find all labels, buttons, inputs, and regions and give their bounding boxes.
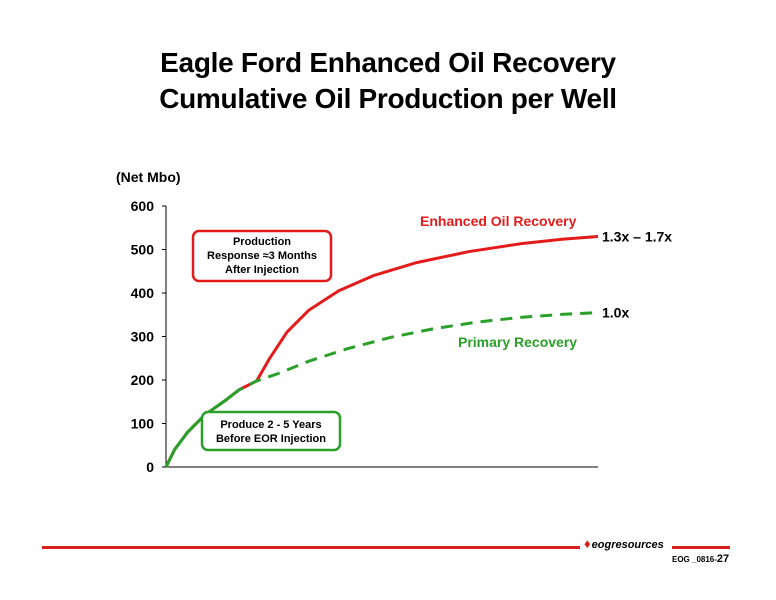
slide-code-text: EOG _0816- xyxy=(672,555,717,564)
y-tick-label: 200 xyxy=(131,372,155,388)
page-number: 27 xyxy=(716,553,730,565)
title-line-2: Cumulative Oil Production per Well xyxy=(159,83,617,114)
annotation-text: After Injection xyxy=(225,264,299,276)
series-end-label: 1.0x xyxy=(602,305,629,321)
company-logo: ♦eogresources xyxy=(584,536,664,551)
annotation-text: Response ≈3 Months xyxy=(207,250,317,262)
y-tick-label: 0 xyxy=(146,459,154,475)
annotation-text: Before EOR Injection xyxy=(216,433,326,445)
flame-icon: ♦ xyxy=(584,536,591,551)
y-tick-label: 500 xyxy=(131,242,155,258)
series-name-label: Enhanced Oil Recovery xyxy=(420,213,577,229)
y-tick-label: 600 xyxy=(131,198,155,214)
series-end-label: 1.3x – 1.7x xyxy=(602,228,672,244)
y-axis-label: (Net Mbo) xyxy=(116,169,181,185)
annotation-text: Production xyxy=(233,236,291,248)
slide-title: Eagle Ford Enhanced Oil Recovery Cumulat… xyxy=(0,45,776,117)
footer-rule-left xyxy=(42,546,580,549)
slide-code: EOG _0816-27 xyxy=(672,553,729,565)
series-line-1 xyxy=(164,311,599,468)
y-tick-label: 100 xyxy=(131,416,155,432)
annotation-text: Produce 2 - 5 Years xyxy=(220,419,321,431)
shared-primary-segment xyxy=(164,388,241,468)
logo-text: eogresources xyxy=(591,539,664,551)
title-line-1: Eagle Ford Enhanced Oil Recovery xyxy=(160,47,616,78)
footer-rule-right xyxy=(672,546,730,549)
y-tick-label: 400 xyxy=(131,285,155,301)
y-tick-label: 300 xyxy=(131,329,155,345)
annotation-box-response xyxy=(191,229,333,283)
series-name-label: Primary Recovery xyxy=(458,334,577,350)
annotation-box-produce xyxy=(200,410,342,452)
